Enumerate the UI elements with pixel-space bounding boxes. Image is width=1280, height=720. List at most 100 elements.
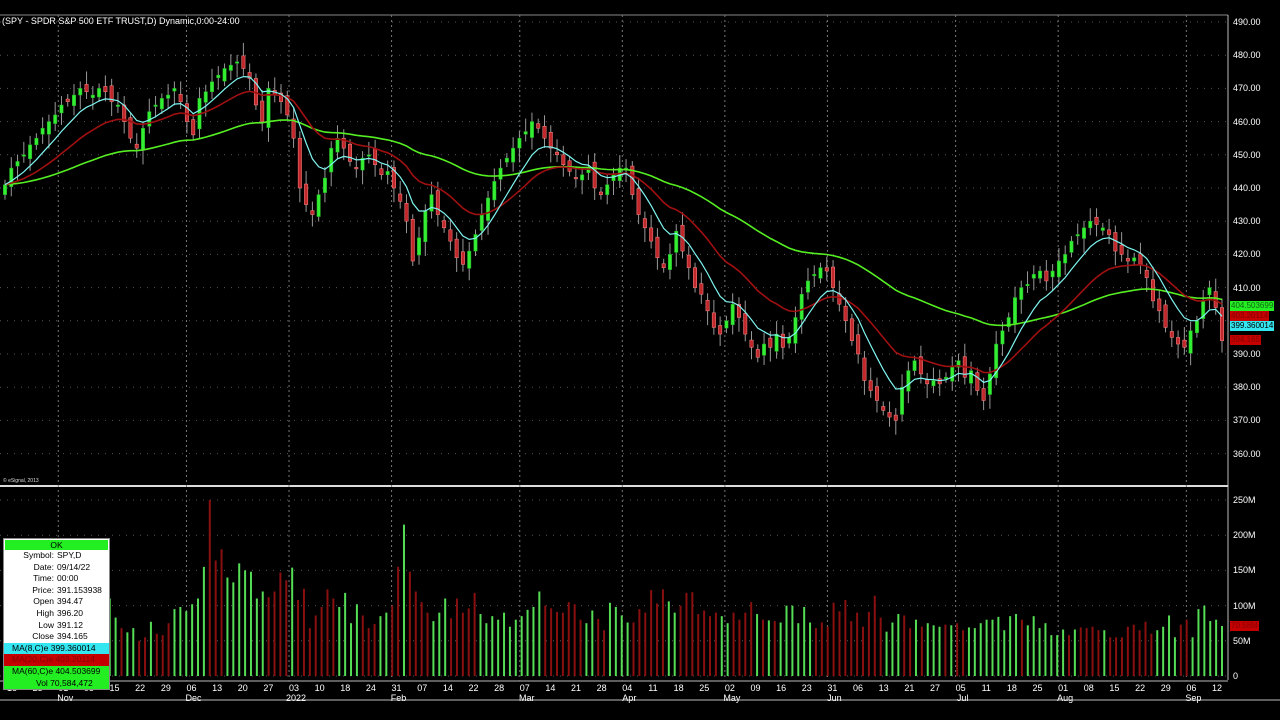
date-tick-label: 28 xyxy=(494,683,505,693)
info-ma8-text: MA(8,C)e 399.360014 xyxy=(12,642,96,653)
info-key: Symbol: xyxy=(23,550,54,560)
date-tick-label: 11 xyxy=(648,683,658,693)
date-tick-label: 14 xyxy=(545,683,556,693)
date-tick-label: 25 xyxy=(1032,683,1043,693)
ma20-price-tag: 403.20114 xyxy=(1230,310,1270,321)
date-tick-label: 29 xyxy=(160,683,171,693)
volume-axis-label: 200M xyxy=(1233,530,1256,541)
volume-axis-label: 250M xyxy=(1233,495,1256,505)
close-price-tag: 394.165 xyxy=(1230,335,1261,346)
cursor-info-window[interactable]: OK Symbol: SPY,D Date: 09/14/22 Time: 00:00 Pr… xyxy=(3,538,110,691)
info-rows: Symbol: SPY,D Date: 09/14/22 Time: 00:00 Price… xyxy=(4,550,109,643)
date-tick-label: 14 xyxy=(442,683,453,693)
info-row: Open 394.47 xyxy=(4,596,109,608)
month-label: 2022 xyxy=(286,693,307,703)
info-key: Price: xyxy=(32,584,54,595)
info-row: Close 394.165 xyxy=(4,631,109,643)
month-label: May xyxy=(723,693,741,703)
price-axis-label: 470.00 xyxy=(1233,83,1261,94)
info-key: High xyxy=(36,607,54,618)
info-row: High 396.20 xyxy=(4,608,109,620)
info-key: Open xyxy=(33,596,54,607)
info-row: Date: 09/14/22 xyxy=(4,562,109,574)
month-label: Jun xyxy=(827,693,842,703)
date-tick-label: 31 xyxy=(827,683,838,693)
price-axis-label: 460.00 xyxy=(1233,116,1261,127)
date-tick-label: 20 xyxy=(237,683,248,693)
date-tick-label: 06 xyxy=(186,683,197,693)
info-value: SPY,D xyxy=(57,550,82,560)
info-vol-text: Vol 70,584,472 xyxy=(36,677,93,688)
date-tick-label: 31 xyxy=(391,683,402,693)
date-tick-label: 13 xyxy=(212,683,223,693)
date-tick-label: 25 xyxy=(699,683,710,693)
info-status: OK xyxy=(5,540,108,550)
date-tick-label: 28 xyxy=(596,683,607,693)
price-axis-label: 410.00 xyxy=(1233,282,1261,293)
month-label: Dec xyxy=(185,693,202,703)
info-value: 394.47 xyxy=(57,596,83,607)
date-tick-label: 06 xyxy=(1186,683,1197,693)
date-tick-label: 15 xyxy=(109,683,120,693)
info-vol: Vol 70,584,472 xyxy=(4,677,109,690)
price-axis-label: 370.00 xyxy=(1233,415,1261,426)
month-label: Nov xyxy=(57,693,74,703)
date-tick-label: 18 xyxy=(1006,683,1017,693)
price-axis-label: 490.00 xyxy=(1233,17,1261,27)
date-tick-label: 23 xyxy=(801,683,812,693)
info-key: Close xyxy=(32,631,54,642)
date-tick-label: 18 xyxy=(673,683,684,693)
date-tick-label: 13 xyxy=(878,683,889,693)
info-ma20: MA(20,C)e 403.20114 xyxy=(4,654,109,666)
date-tick-label: 04 xyxy=(622,683,633,693)
info-value: 396.20 xyxy=(57,607,83,618)
info-key: Date: xyxy=(33,561,54,572)
date-tick-label: 02 xyxy=(724,683,735,693)
date-tick-label: 24 xyxy=(365,683,376,693)
price-axis-label: 380.00 xyxy=(1233,382,1261,393)
month-label: Mar xyxy=(519,693,535,703)
volume-axis-label: 100M xyxy=(1233,600,1256,611)
volume-tag: 70.58M xyxy=(1230,621,1259,632)
info-value: 391.12 xyxy=(57,619,83,630)
date-tick-label: 09 xyxy=(750,683,761,693)
date-tick-label: 22 xyxy=(468,683,479,693)
date-tick-label: 21 xyxy=(571,683,582,693)
info-ma20-text: MA(20,C)e 403.20114 xyxy=(12,654,96,665)
info-value: 00:00 xyxy=(57,573,79,584)
date-tick-label: 12 xyxy=(1211,683,1223,693)
price-axis-label: 440.00 xyxy=(1233,183,1261,193)
date-tick-label: 07 xyxy=(417,683,428,693)
month-label: Feb xyxy=(390,693,407,703)
month-label: Apr xyxy=(622,693,637,703)
chart-title: (SPY - SPDR S&P 500 ETF TRUST,D) Dynamic… xyxy=(2,16,240,26)
date-tick-label: 16 xyxy=(776,683,787,693)
date-tick-label: 06 xyxy=(853,683,864,693)
info-row: Symbol: SPY,D xyxy=(4,550,109,562)
info-row: Time: 00:00 xyxy=(4,573,109,585)
date-tick-label: 01 xyxy=(1058,683,1069,693)
copyright-label: © eSignal, 2013 xyxy=(3,478,39,484)
price-axis-label: 450.00 xyxy=(1233,149,1261,160)
date-tick-label: 15 xyxy=(1109,683,1120,693)
price-axis-label: 420.00 xyxy=(1233,249,1261,260)
date-tick-label: 22 xyxy=(135,683,146,693)
date-tick-label: 21 xyxy=(904,683,915,693)
date-tick-label: 10 xyxy=(314,683,325,693)
date-tick-label: 27 xyxy=(929,683,940,693)
date-tick-label: 18 xyxy=(340,683,351,693)
month-label: Aug xyxy=(1057,693,1074,703)
volume-axis-label: 150M xyxy=(1233,565,1256,576)
date-tick-label: 07 xyxy=(519,683,530,693)
date-tick-label: 27 xyxy=(263,683,274,693)
price-axis-label: 360.00 xyxy=(1233,448,1261,459)
price-axis-label: 480.00 xyxy=(1233,50,1261,61)
info-row: Low 391.12 xyxy=(4,620,109,632)
date-tick-label: 22 xyxy=(1135,683,1146,693)
info-value: 391.153938 xyxy=(57,584,102,595)
date-tick-label: 29 xyxy=(1160,683,1171,693)
volume-axis-label: 0 xyxy=(1233,671,1239,681)
volume-axis-label: 50M xyxy=(1233,635,1251,646)
